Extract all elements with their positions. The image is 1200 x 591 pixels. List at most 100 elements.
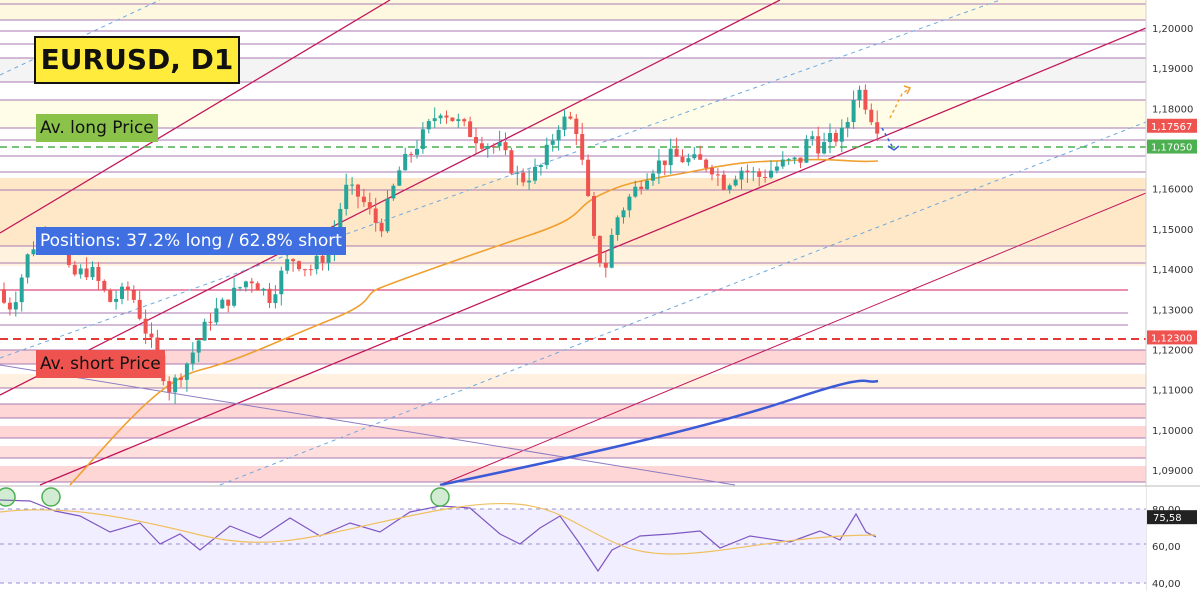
candle-body xyxy=(173,377,178,393)
candle-body xyxy=(391,185,396,199)
candle-body xyxy=(196,340,201,353)
candle-body xyxy=(875,122,880,134)
up-projection-arrow xyxy=(889,87,911,119)
candle-body xyxy=(627,196,632,211)
candle-body xyxy=(379,222,384,232)
candle-body xyxy=(757,171,762,177)
price-tick-label: 1,16000 xyxy=(1152,185,1193,196)
candle-body xyxy=(403,153,408,171)
candle-body xyxy=(462,119,467,122)
candle-body xyxy=(851,100,856,123)
rsi-ma-line xyxy=(0,502,877,555)
rsi-tick-label: 60,00 xyxy=(1152,542,1181,553)
candle-body xyxy=(521,172,526,183)
candle-body xyxy=(845,122,850,128)
candle-body xyxy=(680,156,685,163)
candle-body xyxy=(190,352,195,364)
candle-body xyxy=(586,159,591,197)
candle-body xyxy=(792,157,797,160)
price-marker-label: 1,17050 xyxy=(1151,143,1192,154)
candle-body xyxy=(479,143,484,149)
price-marker-label: 1,17567 xyxy=(1151,122,1192,133)
candle-body xyxy=(13,302,18,310)
candle-body xyxy=(544,144,549,166)
candle-body xyxy=(538,165,543,167)
candle-body xyxy=(839,127,844,142)
candle-body xyxy=(574,118,579,135)
candle-body xyxy=(639,186,644,190)
candle-body xyxy=(828,133,832,143)
rsi-band xyxy=(0,509,1146,583)
candle-body xyxy=(597,235,602,263)
price-marker-tag xyxy=(1147,118,1197,133)
positions-label: Positions: 37.2% long / 62.8% short xyxy=(36,227,346,255)
price-markers: 1,17567 1,17050 1,12300 xyxy=(1147,118,1197,345)
candle-body xyxy=(291,259,296,262)
candle-body xyxy=(592,196,596,236)
candle-body xyxy=(361,196,366,203)
candle-body xyxy=(704,159,709,168)
candle-body xyxy=(261,288,266,291)
candle-body xyxy=(727,185,732,190)
candle-body xyxy=(155,337,160,356)
candle-body xyxy=(456,119,461,122)
candle-body xyxy=(651,173,655,181)
price-tick-label: 1,15000 xyxy=(1152,225,1193,236)
candle-body xyxy=(491,146,496,148)
candle-body xyxy=(232,287,237,306)
price-tick-label: 1,13000 xyxy=(1152,305,1193,316)
candle-body xyxy=(143,318,148,334)
price-tick-label: 1,20000 xyxy=(1152,24,1193,35)
candle-body xyxy=(468,121,473,138)
candle-body xyxy=(686,158,691,163)
candle-body xyxy=(149,333,154,338)
candle-body xyxy=(645,180,650,190)
candle-body xyxy=(692,154,697,159)
price-tick-label: 1,10000 xyxy=(1152,426,1193,437)
candle-body xyxy=(202,321,207,341)
candle-body xyxy=(208,321,213,323)
candle-body xyxy=(763,176,768,178)
candle-body xyxy=(609,234,614,268)
candle-body xyxy=(243,281,248,288)
candle-body xyxy=(367,202,372,209)
candle-body xyxy=(114,298,119,302)
candle-body xyxy=(350,184,355,186)
candle-body xyxy=(769,170,773,178)
price-tick-label: 1,14000 xyxy=(1152,265,1193,276)
candle-body xyxy=(580,134,585,160)
candle-body xyxy=(780,159,785,167)
moving-average-line xyxy=(69,158,879,486)
candle-body xyxy=(302,269,307,271)
candle-body xyxy=(656,160,661,174)
candle-body xyxy=(474,137,478,144)
candle-body xyxy=(226,299,231,306)
price-marker-tag xyxy=(1147,139,1197,154)
candle-body xyxy=(131,290,136,300)
candle-body xyxy=(326,250,331,263)
candle-body xyxy=(745,170,750,173)
candle-body xyxy=(615,217,620,235)
rsi-line xyxy=(0,499,877,573)
candle-body xyxy=(320,255,325,263)
candle-body xyxy=(786,159,791,161)
page-title: EURUSD, D1 xyxy=(34,36,240,84)
candle-body xyxy=(167,381,172,393)
price-tick-label: 1,12000 xyxy=(1152,345,1193,356)
candle-body xyxy=(556,129,561,141)
candle-body xyxy=(308,269,313,271)
candle-body xyxy=(66,246,71,265)
candle-body xyxy=(603,262,608,268)
rsi-overbought-markers xyxy=(0,487,450,507)
candle-body xyxy=(84,268,89,278)
candle-body xyxy=(356,184,360,197)
candle-body xyxy=(267,288,272,303)
candle-body xyxy=(751,171,756,173)
candle-body xyxy=(96,266,101,281)
candle-body xyxy=(497,142,502,147)
candle-body xyxy=(373,208,378,223)
price-tick-label: 1,19000 xyxy=(1152,64,1193,75)
candle-body xyxy=(285,259,290,271)
